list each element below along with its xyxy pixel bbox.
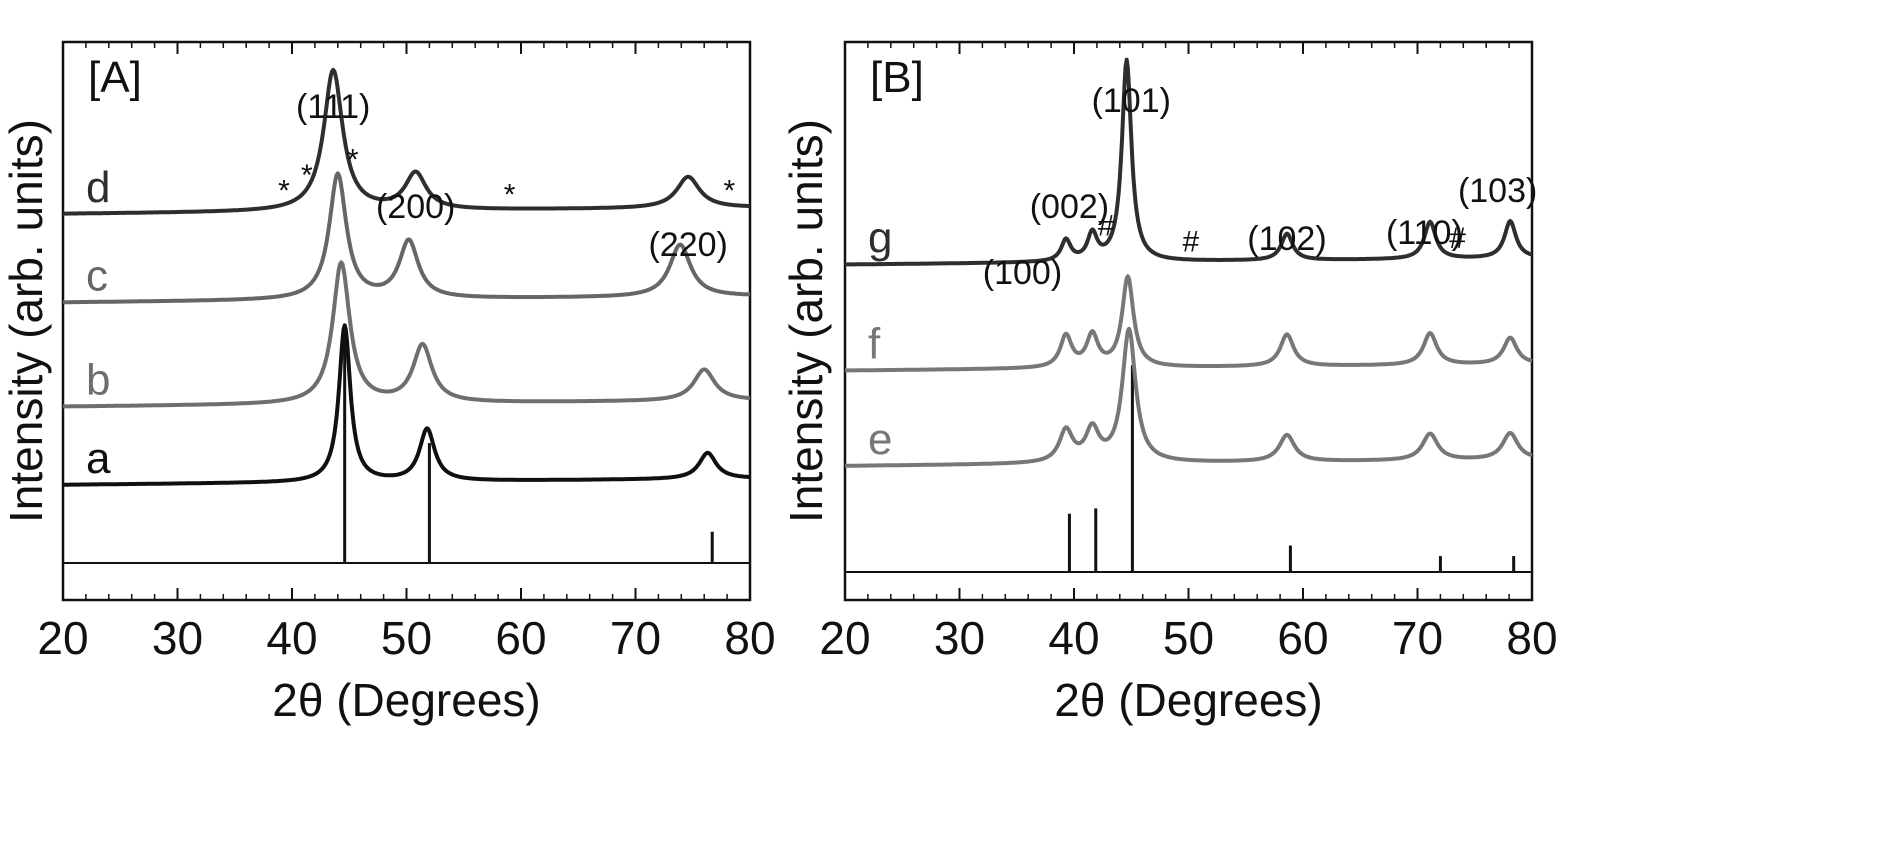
- x-tick-label: 40: [1048, 612, 1099, 664]
- x-tick-label: 60: [1277, 612, 1328, 664]
- x-tick-label: 70: [610, 612, 661, 664]
- curve-label-b: b: [86, 356, 110, 405]
- x-tick-label: 30: [152, 612, 203, 664]
- x-axis-title: 2θ (Degrees): [1054, 674, 1322, 726]
- x-tick-label: 60: [495, 612, 546, 664]
- peak-label: (200): [376, 188, 455, 226]
- curve-label-f: f: [868, 320, 881, 369]
- x-tick-label: 50: [1163, 612, 1214, 664]
- impurity-marker: *: [347, 144, 359, 177]
- impurity-marker: #: [1098, 209, 1115, 242]
- x-tick-label: 70: [1392, 612, 1443, 664]
- peak-label: (220): [648, 226, 727, 264]
- peak-label: (100): [983, 254, 1062, 292]
- curve-label-g: g: [868, 214, 892, 263]
- panel-label: [A]: [88, 53, 142, 102]
- y-axis-title: Intensity (arb. units): [0, 119, 52, 523]
- impurity-marker: *: [278, 174, 290, 207]
- peak-label: (102): [1247, 220, 1326, 258]
- impurity-marker: *: [504, 178, 516, 211]
- x-tick-label: 80: [724, 612, 775, 664]
- x-tick-label: 50: [381, 612, 432, 664]
- curve-label-d: d: [86, 163, 110, 212]
- peak-label: (101): [1092, 82, 1171, 120]
- x-tick-label: 20: [819, 612, 870, 664]
- curve-label-c: c: [86, 252, 108, 301]
- x-tick-label: 80: [1506, 612, 1557, 664]
- x-tick-label: 40: [266, 612, 317, 664]
- impurity-marker: #: [1449, 222, 1466, 255]
- x-tick-label: 20: [37, 612, 88, 664]
- panel-label: [B]: [870, 53, 924, 102]
- impurity-marker: *: [301, 159, 313, 192]
- peak-label: (111): [296, 88, 370, 126]
- curve-label-e: e: [868, 415, 892, 464]
- x-axis-title: 2θ (Degrees): [272, 674, 540, 726]
- impurity-marker: *: [724, 175, 736, 208]
- peak-label: (103): [1458, 172, 1537, 210]
- y-axis-title: Intensity (arb. units): [780, 119, 832, 523]
- x-tick-label: 30: [934, 612, 985, 664]
- curve-label-a: a: [86, 434, 111, 483]
- impurity-marker: #: [1182, 225, 1199, 258]
- xrd-figure: 20 30 40 50 60 70 80 2θ (Degrees) Intensity (arb…: [0, 0, 1877, 868]
